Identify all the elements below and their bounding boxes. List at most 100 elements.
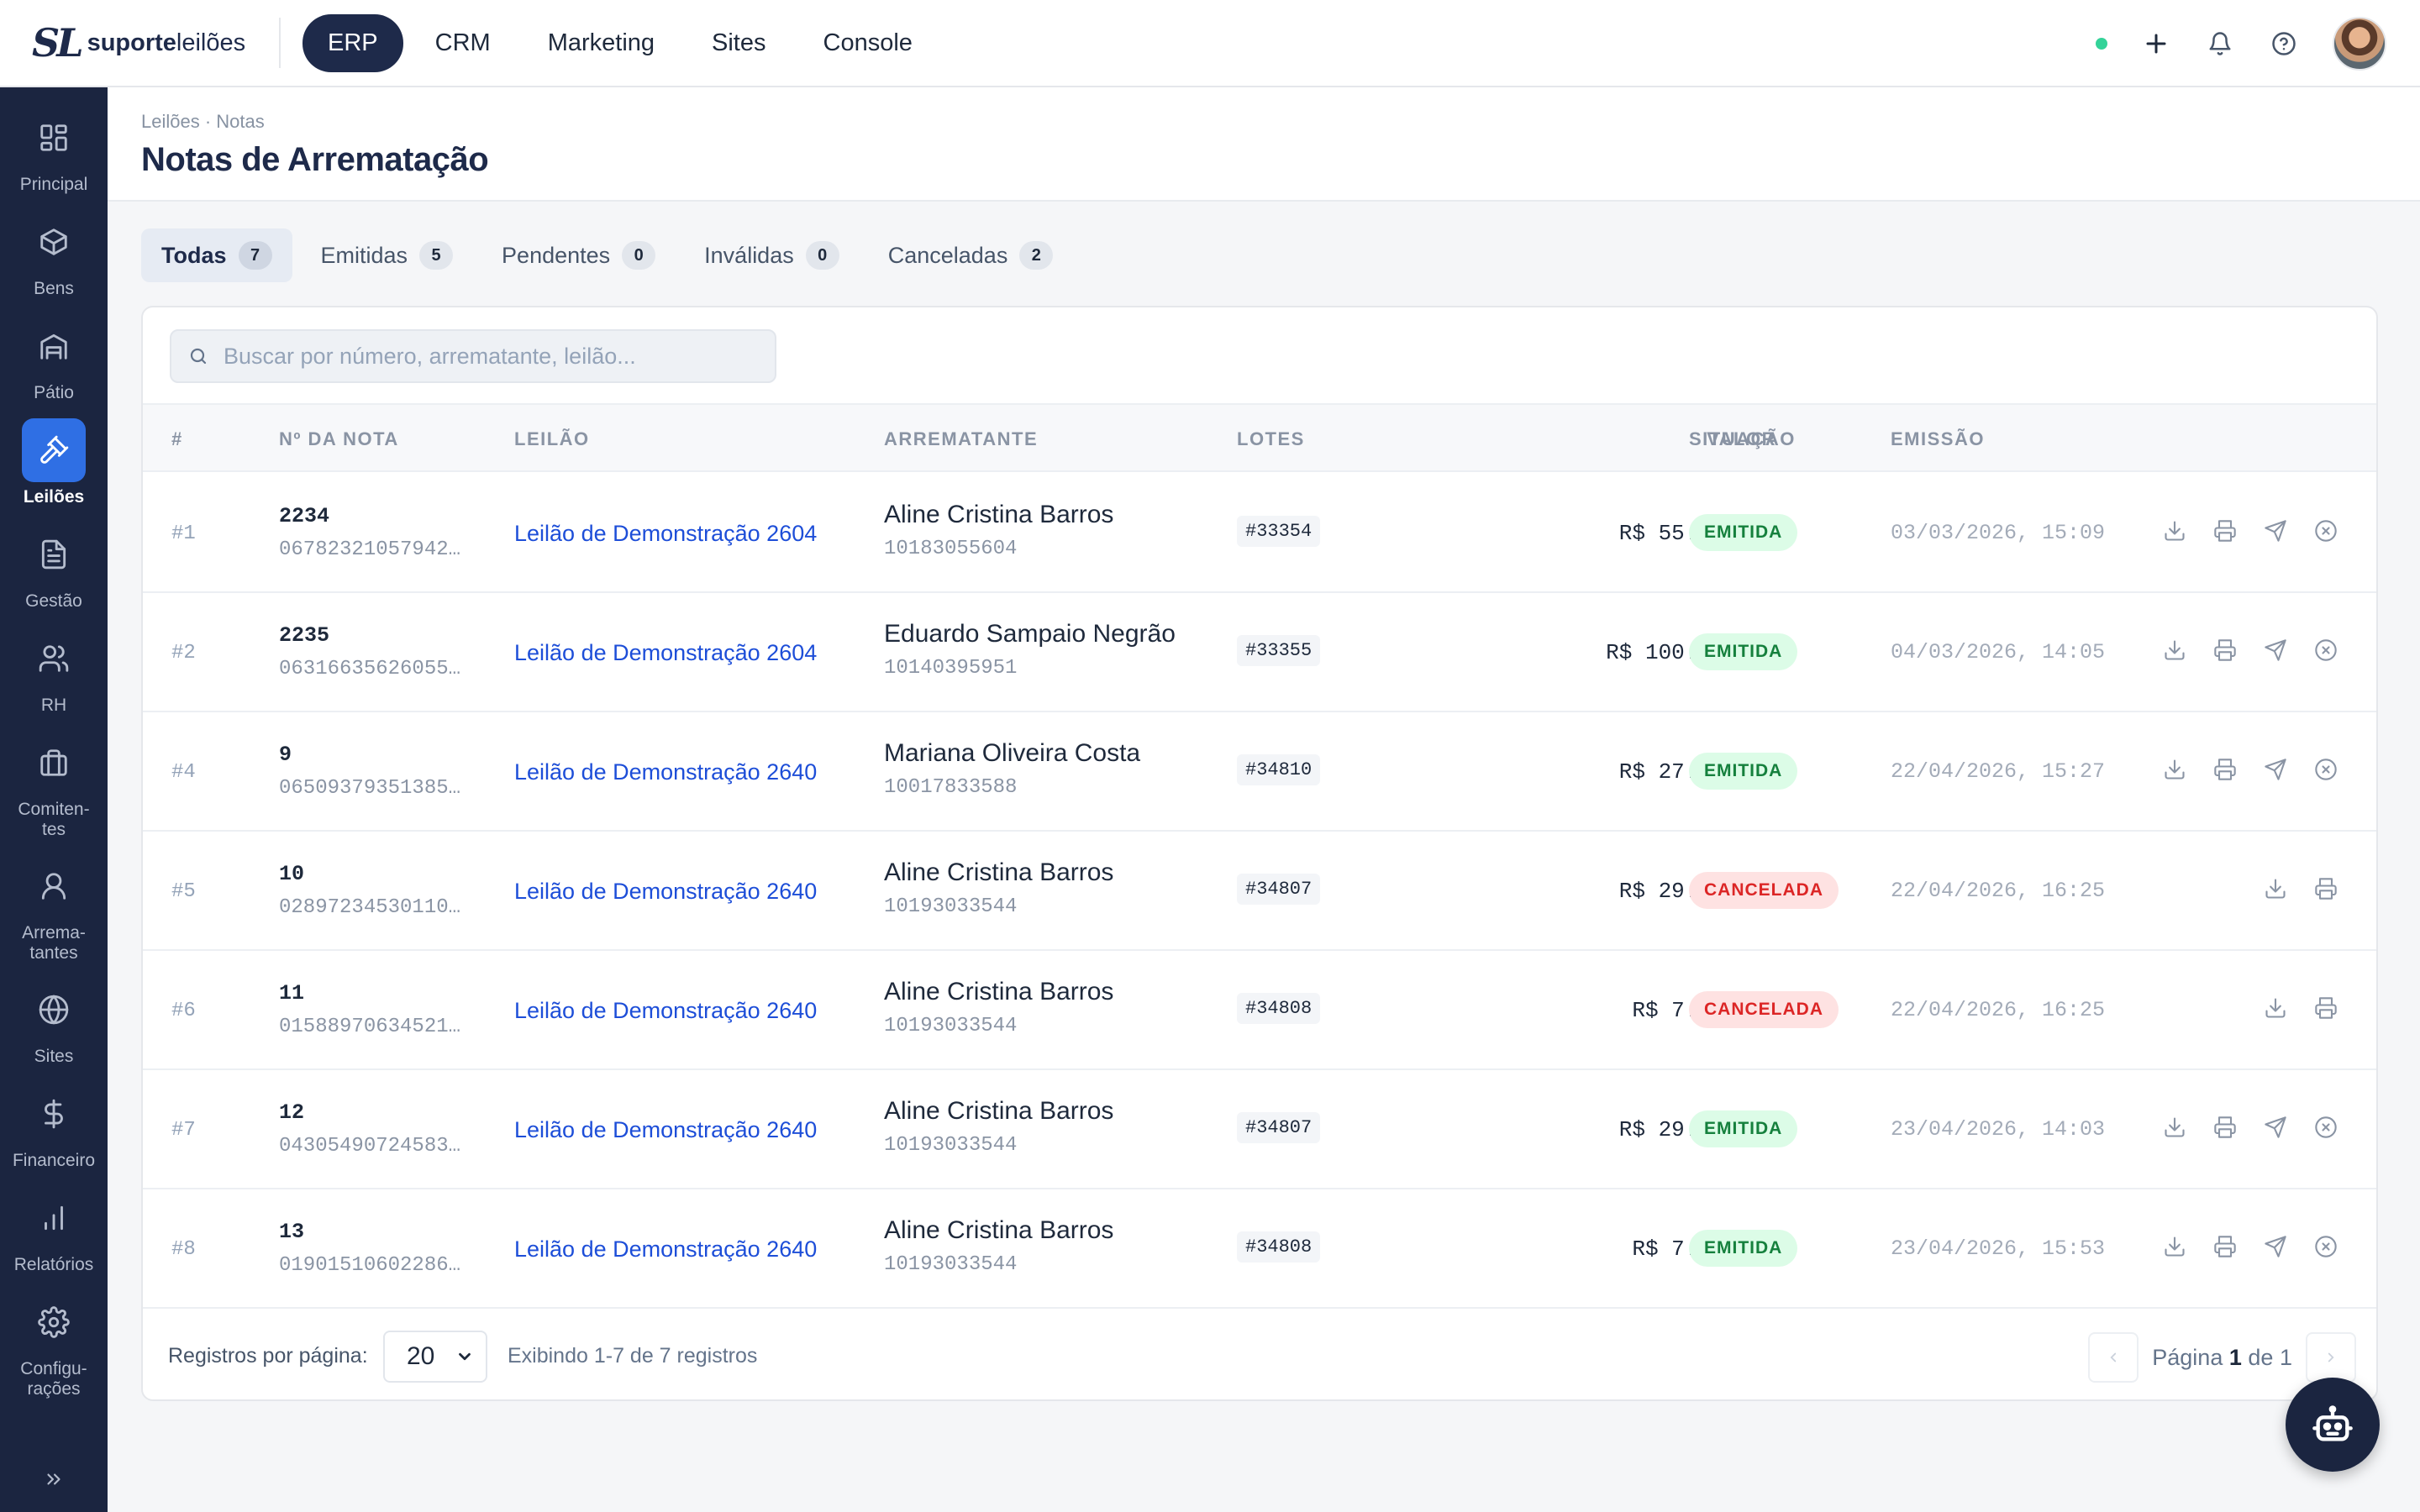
row-index: #8 (171, 1238, 196, 1261)
table-row[interactable]: #6 11 01588970634521… Leilão de Demonstraçã… (143, 951, 2376, 1070)
top-nav-sites[interactable]: Sites (712, 29, 766, 56)
printer-icon[interactable] (2311, 993, 2341, 1023)
col-number[interactable]: Nº DA NOTA (279, 428, 399, 449)
table-row[interactable]: #2 2235 06316635626055… Leilão de Demonstra… (143, 593, 2376, 712)
brand-logo[interactable]: SL suporteleilões (32, 20, 276, 66)
auction-link[interactable]: Leilão de Demonstração 2640 (514, 998, 818, 1023)
cancel-circle-icon[interactable] (2311, 1112, 2341, 1142)
bell-icon[interactable] (2205, 29, 2235, 59)
sidebar-item-dollar[interactable]: Financeiro (0, 1082, 108, 1171)
send-icon[interactable] (2260, 754, 2291, 785)
table-row[interactable]: #8 13 01901510602286… Leilão de Demonstraçã… (143, 1189, 2376, 1309)
col-issued[interactable]: EMISSÃO (1891, 428, 1985, 449)
sidebar-item-briefcase[interactable]: Comiten- tes (0, 731, 108, 840)
help-icon[interactable] (2269, 29, 2299, 59)
printer-icon[interactable] (2210, 1112, 2240, 1142)
sidebar-item-box[interactable]: Bens (0, 210, 108, 299)
status-tabs: Todas 7 Emitidas 5 Pendentes 0 Inválidas 0 Cance… (141, 228, 1073, 282)
tab-label: Pendentes (502, 242, 611, 268)
table-row[interactable]: #1 2234 06782321057942… Leilão de Demonstra… (143, 474, 2376, 593)
download-icon[interactable] (2160, 635, 2190, 665)
sidebar-item-user[interactable]: Arrema- tantes (0, 854, 108, 963)
printer-icon[interactable] (2210, 1231, 2240, 1262)
note-number: 2235 (279, 623, 330, 648)
cancel-circle-icon[interactable] (2311, 516, 2341, 546)
table-row[interactable]: #4 9 06509379351385… Leilão de Demonstração… (143, 712, 2376, 832)
status-badge: EMITIDA (1689, 633, 1798, 670)
send-icon[interactable] (2260, 1231, 2291, 1262)
sidebar-item-bar-chart[interactable]: Relatórios (0, 1186, 108, 1275)
note-number: 2234 (279, 504, 330, 528)
tab-canceled[interactable]: Canceladas 2 (868, 228, 1074, 282)
sidebar-item-warehouse[interactable]: Pátio (0, 314, 108, 403)
send-icon[interactable] (2260, 1112, 2291, 1142)
tab-count-badge: 0 (622, 241, 656, 270)
gavel-icon (22, 418, 86, 482)
top-nav-console[interactable]: Console (823, 29, 913, 56)
printer-icon[interactable] (2210, 516, 2240, 546)
top-nav-erp[interactable]: ERP (302, 13, 403, 72)
sidebar-item-label: Principal (19, 175, 88, 194)
tab-pending[interactable]: Pendentes 0 (481, 228, 676, 282)
assistant-bot-button[interactable] (2286, 1378, 2380, 1472)
col-buyer[interactable]: ARREMATANTE (884, 428, 1039, 449)
note-number-cell: 13 01901510602286… (279, 1220, 464, 1277)
auction-link[interactable]: Leilão de Demonstração 2640 (514, 879, 818, 904)
top-nav-marketing[interactable]: Marketing (547, 29, 655, 56)
search-input[interactable] (224, 343, 744, 370)
plus-icon[interactable] (2141, 29, 2171, 59)
search-box[interactable] (170, 329, 776, 383)
table-footer: Registros por página: 20 Exibindo 1-7 de… (143, 1312, 2376, 1399)
row-actions (2160, 635, 2341, 665)
cancel-circle-icon[interactable] (2311, 635, 2341, 665)
user-avatar[interactable] (2333, 17, 2386, 71)
buyer-cell: Aline Cristina Barros 10193033544 (884, 1216, 1113, 1276)
next-page-button[interactable] (2306, 1332, 2356, 1383)
cancel-circle-icon[interactable] (2311, 754, 2341, 785)
send-icon[interactable] (2260, 516, 2291, 546)
sidebar-item-gear[interactable]: Configu- rações (0, 1290, 108, 1399)
auction-link[interactable]: Leilão de Demonstração 2640 (514, 1236, 818, 1262)
sidebar-item-grid[interactable]: Principal (0, 106, 108, 195)
download-icon[interactable] (2160, 1112, 2190, 1142)
col-auction[interactable]: LEILÃO (514, 428, 590, 449)
tab-issued[interactable]: Emitidas 5 (301, 228, 474, 282)
table-row[interactable]: #5 10 02897234530110… Leilão de Demonstraçã… (143, 832, 2376, 951)
prev-page-button[interactable] (2088, 1332, 2139, 1383)
col-index: # (171, 428, 183, 449)
download-icon[interactable] (2160, 1231, 2190, 1262)
per-page-select[interactable]: 20 (383, 1331, 487, 1383)
auction-link[interactable]: Leilão de Demonstração 2640 (514, 759, 818, 785)
top-nav-crm[interactable]: CRM (434, 29, 491, 56)
sidebar-item-document[interactable]: Gestão (0, 522, 108, 612)
auction-link[interactable]: Leilão de Demonstração 2640 (514, 1117, 818, 1142)
logo-mark: SL (32, 20, 84, 66)
cancel-circle-icon[interactable] (2311, 1231, 2341, 1262)
breadcrumb[interactable]: Leilões · Notas (141, 111, 265, 132)
download-icon[interactable] (2260, 993, 2291, 1023)
page-title: Notas de Arrematação (141, 141, 489, 178)
tab-invalid[interactable]: Inválidas 0 (684, 228, 860, 282)
buyer-document: 10193033544 (884, 1134, 1018, 1157)
issue-date: 23/04/2026, 14:03 (1891, 1117, 2106, 1142)
col-value[interactable]: VALOR (1707, 428, 1776, 449)
printer-icon[interactable] (2311, 874, 2341, 904)
sidebar-item-gavel[interactable]: Leilões (0, 418, 108, 507)
expand-sidebar-icon[interactable] (0, 1468, 108, 1490)
table-row[interactable]: #7 12 04305490724583… Leilão de Demonstraçã… (143, 1070, 2376, 1189)
printer-icon[interactable] (2210, 754, 2240, 785)
download-icon[interactable] (2260, 874, 2291, 904)
col-status[interactable]: SITUAÇÃO (1689, 428, 1796, 449)
sidebar-item-users[interactable]: RH (0, 627, 108, 716)
send-icon[interactable] (2260, 635, 2291, 665)
tab-count-badge: 2 (1019, 241, 1054, 270)
sidebar-item-globe[interactable]: Sites (0, 978, 108, 1067)
auction-link[interactable]: Leilão de Demonstração 2604 (514, 521, 818, 546)
printer-icon[interactable] (2210, 635, 2240, 665)
tab-all[interactable]: Todas 7 (141, 228, 292, 282)
globe-icon (22, 978, 86, 1042)
download-icon[interactable] (2160, 754, 2190, 785)
auction-link[interactable]: Leilão de Demonstração 2604 (514, 640, 818, 665)
note-access-key: 06316635626055… (279, 658, 461, 680)
download-icon[interactable] (2160, 516, 2190, 546)
